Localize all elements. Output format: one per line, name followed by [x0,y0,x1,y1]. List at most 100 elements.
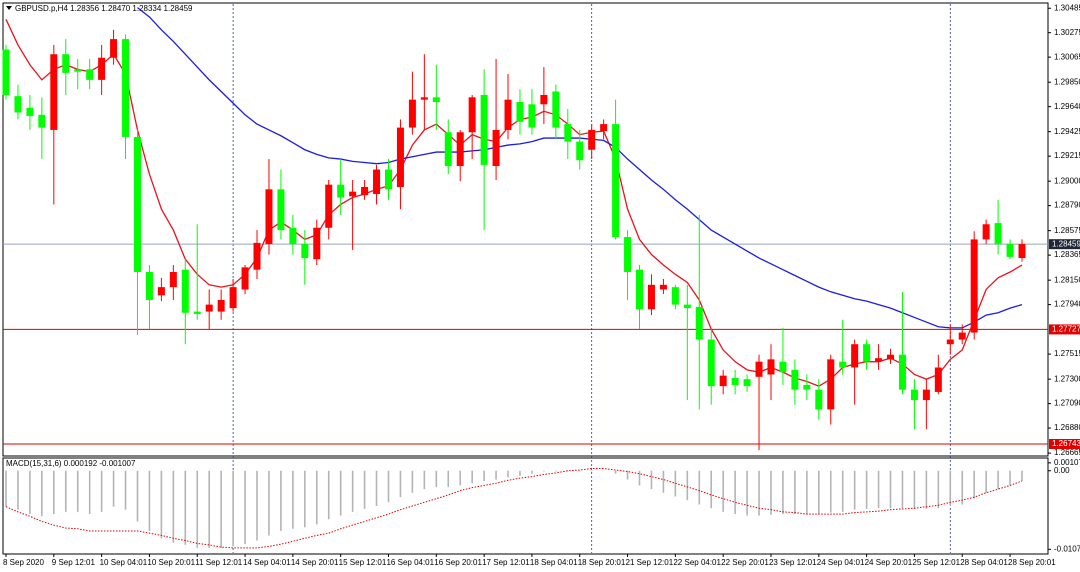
y-tick-label: 1.28150 [1054,275,1080,284]
x-tick-label: 17 Sep 12:01 [482,558,530,567]
candle-body [695,306,703,340]
candle-body [1006,244,1014,257]
candle-body [755,361,763,377]
candle-body [958,332,966,340]
candle-body [14,96,22,113]
candle-body [349,191,357,197]
candle-body [98,57,106,80]
x-tick-label: 23 Sep 12:01 [769,558,817,567]
y-tick-label: 1.26665 [1054,448,1080,457]
candle-body [181,269,189,313]
candle-body [624,237,632,273]
candle-body [863,344,871,362]
candle-body [133,136,141,273]
candle-body [157,287,165,296]
y-tick-label: 1.28365 [1054,250,1080,259]
x-tick-label: 10 Sep 04:01 [100,558,148,567]
candle-body [253,242,261,270]
candle-body [671,287,679,305]
candle-body [74,69,82,72]
x-tick-label: 14 Sep 20:01 [291,558,339,567]
x-tick-label: 8 Sep 2020 [3,558,44,567]
x-tick-label: 9 Sep 12:01 [52,558,96,567]
candle-body [970,239,978,333]
y-tick-label: 1.29425 [1054,127,1080,136]
main-frame [2,2,1049,457]
candle-body [767,359,775,375]
x-tick-label: 16 Sep 04:01 [386,558,434,567]
candle-body [217,299,225,312]
candle-body [815,389,823,410]
x-tick-label: 15 Sep 12:01 [339,558,387,567]
y-tick-label: 0.00 [1054,466,1070,475]
y-tick-label: -0.0107 [1054,544,1080,553]
candle-body [50,54,58,130]
candle-body [647,284,655,310]
x-tick-label: 22 Sep 04:01 [673,558,721,567]
candle-body [169,272,177,288]
candle-body [588,129,596,150]
x-tick-label: 28 Sep 04:01 [960,558,1008,567]
candle-body [38,114,46,128]
candle-body [468,97,476,133]
candle-body [636,269,644,310]
candle-body [803,384,811,390]
candle-body [301,244,309,259]
x-tick-label: 28 Sep 20:01 [1008,558,1056,567]
candle-body [934,367,942,392]
macd-frame [2,457,1049,555]
candle-body [528,104,536,128]
candle-body [851,344,859,368]
price-label-box [1049,439,1080,450]
y-tick-label: 1.26880 [1054,423,1080,432]
chart-title: GBPUSD.p,H4 1.28356 1.28470 1.28334 1.28… [15,4,193,13]
candle-body [193,311,201,314]
candle-body [122,39,130,137]
candle-body [994,223,1002,245]
price-label-box [1049,324,1080,335]
candle-body [86,69,94,80]
macd-title: MACD(15,31,6) 0.000192 -0.001007 [6,459,136,468]
candle-body [229,287,237,309]
x-tick-label: 11 Sep 12:01 [195,558,243,567]
y-tick-label: 0.001075 [1054,458,1080,467]
x-tick-label: 24 Sep 20:01 [865,558,913,567]
x-tick-label: 10 Sep 20:01 [147,558,195,567]
candle-body [946,339,954,345]
y-tick-label: 1.27940 [1054,300,1080,309]
candle-body [480,94,488,165]
candle-body [384,169,392,190]
x-tick-label: 21 Sep 12:01 [626,558,674,567]
candle-body [432,97,440,102]
candle-body [408,99,416,128]
price-label: 1.28459 [1052,239,1080,248]
candle-body [731,377,739,385]
y-tick-label: 1.27300 [1054,374,1080,383]
candle-body [289,227,297,245]
candle-body [145,272,153,300]
candle-body [26,107,34,116]
x-tick-label: 24 Sep 04:01 [817,558,865,567]
x-tick-label: 18 Sep 04:01 [530,558,578,567]
candle-body [779,361,787,373]
candle-body [313,227,321,260]
y-tick-label: 1.30065 [1054,52,1080,61]
price-label: 1.26743 [1052,439,1080,448]
candle-body [2,49,10,95]
candle-body [361,186,369,196]
candle-body [540,94,548,105]
x-tick-label: 14 Sep 04:01 [243,558,291,567]
candle-body [875,358,883,362]
signal-line [5,468,1023,549]
y-tick-label: 1.30485 [1054,3,1080,12]
candle-body [444,132,452,167]
candle-body [839,361,847,368]
candle-body [683,304,691,309]
candle-body [791,369,799,390]
price-label: 1.27727 [1052,325,1080,334]
candle-body [504,99,512,130]
y-tick-label: 1.30275 [1054,28,1080,37]
candle-body [241,267,249,290]
